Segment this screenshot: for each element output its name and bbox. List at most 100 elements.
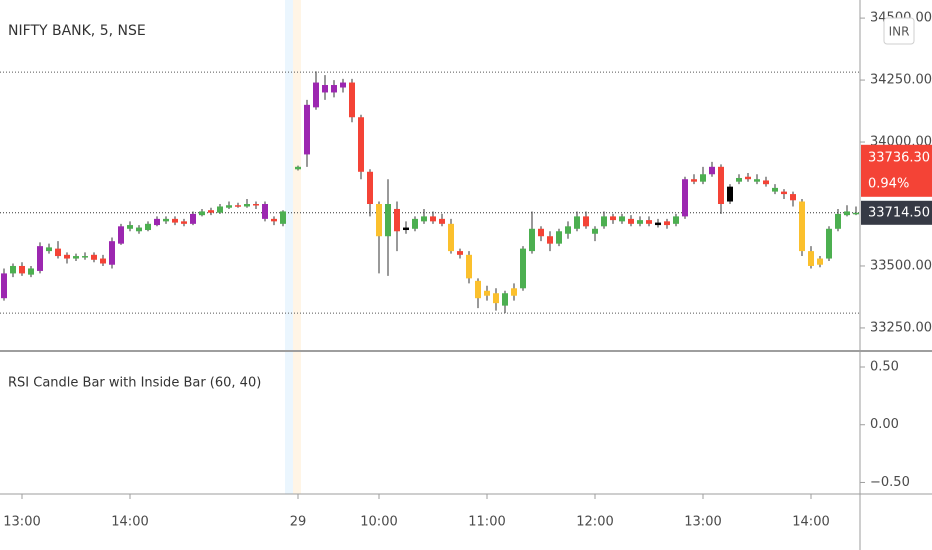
candle-body — [73, 256, 79, 259]
candle-body — [619, 216, 625, 222]
candle-body — [700, 174, 706, 182]
candle-body — [448, 223, 454, 252]
price-label: 33736.30 — [868, 150, 930, 165]
price-label-box — [861, 144, 932, 197]
candle-body — [754, 179, 760, 182]
axis-layer: 33250.0033500.0034000.0034250.0034500.00… — [3, 11, 932, 530]
candle-body — [475, 280, 481, 299]
currency-box[interactable] — [883, 17, 915, 45]
candle-body — [853, 212, 859, 215]
candle-body — [637, 220, 643, 224]
candle-body — [844, 211, 850, 216]
candle-body — [127, 225, 133, 229]
candle-body — [727, 186, 733, 202]
candle-body — [172, 218, 178, 223]
candle-body — [709, 166, 715, 175]
candle-body — [484, 290, 490, 296]
price-label: 33714.50 — [868, 205, 930, 220]
candle-body — [682, 179, 688, 217]
candle-body — [253, 204, 259, 206]
candle-body — [271, 218, 277, 222]
candle-body — [340, 82, 346, 88]
candle-body — [154, 218, 160, 226]
x-tick-label: 11:00 — [468, 515, 505, 530]
candle-body — [520, 248, 526, 289]
y-tick-label: 34250.00 — [870, 73, 932, 88]
candle-body — [457, 251, 463, 255]
x-tick-label: 13:00 — [3, 515, 40, 530]
candle-body — [118, 226, 124, 244]
candle-body — [331, 85, 337, 93]
candle-body — [181, 221, 187, 224]
candle-body — [190, 213, 196, 224]
candle-body — [664, 221, 670, 226]
candle-body — [529, 228, 535, 252]
candle-body — [145, 223, 151, 231]
candle-body — [646, 220, 652, 224]
candle-body — [718, 166, 724, 205]
candle-body — [358, 117, 364, 172]
candle-body — [745, 176, 751, 180]
price-change-label: 0.94% — [868, 176, 909, 191]
x-tick-label: 14:00 — [792, 515, 829, 530]
candle-body — [217, 206, 223, 213]
candle-body — [439, 218, 445, 224]
y-tick-label: 33500.00 — [870, 258, 932, 273]
price-label-box — [861, 200, 932, 225]
candle-body — [565, 226, 571, 234]
candle-body — [235, 205, 241, 207]
indicator-y-tick-label: −0.50 — [870, 475, 910, 490]
candle-body — [691, 179, 697, 182]
candle-body — [592, 228, 598, 234]
candle-body — [799, 201, 805, 252]
candle-body — [421, 216, 427, 222]
session-band — [293, 0, 301, 494]
candle-body — [64, 254, 70, 259]
candle-body — [28, 268, 34, 275]
candle-body — [55, 248, 61, 257]
candle-body — [403, 227, 409, 231]
candle-body — [313, 82, 319, 108]
x-tick-label: 13:00 — [684, 515, 721, 530]
candle-body — [628, 218, 634, 224]
candle-body — [91, 254, 97, 260]
candle-body — [547, 236, 553, 244]
candle-body — [673, 216, 679, 224]
indicator-y-tick-label: 0.00 — [870, 417, 899, 432]
candle-body — [493, 293, 499, 304]
candle-body — [610, 216, 616, 221]
session-band — [285, 0, 293, 494]
y-tick-label: 33250.00 — [870, 320, 932, 335]
candle-body — [835, 213, 841, 229]
candle-body — [208, 210, 214, 213]
candle-body — [385, 204, 391, 237]
candle-body — [37, 246, 43, 271]
candle-layer — [1, 71, 859, 314]
candle-body — [826, 228, 832, 259]
candle-body — [226, 205, 232, 208]
candle-body — [781, 191, 787, 195]
grid-layer — [0, 71, 860, 314]
candle-body — [808, 251, 814, 266]
candle-body — [790, 194, 796, 201]
candle-body — [304, 104, 310, 155]
indicator-title: RSI Candle Bar with Inside Bar (60, 40) — [8, 376, 261, 391]
candle-body — [82, 256, 88, 258]
candle-body — [574, 216, 580, 229]
candle-body — [655, 222, 661, 226]
candle-body — [817, 258, 823, 265]
candle-body — [394, 208, 400, 232]
candle-body — [763, 180, 769, 185]
candle-body — [601, 216, 607, 227]
currency[interactable]: INR — [889, 25, 910, 39]
candle-body — [19, 265, 25, 274]
candle-body — [295, 166, 301, 170]
candle-body — [46, 247, 52, 252]
candle-body — [10, 265, 16, 274]
candle-body — [430, 216, 436, 222]
candle-body — [583, 216, 589, 227]
candle-body — [280, 211, 286, 224]
candle-body — [199, 211, 205, 216]
candle-body — [502, 293, 508, 306]
